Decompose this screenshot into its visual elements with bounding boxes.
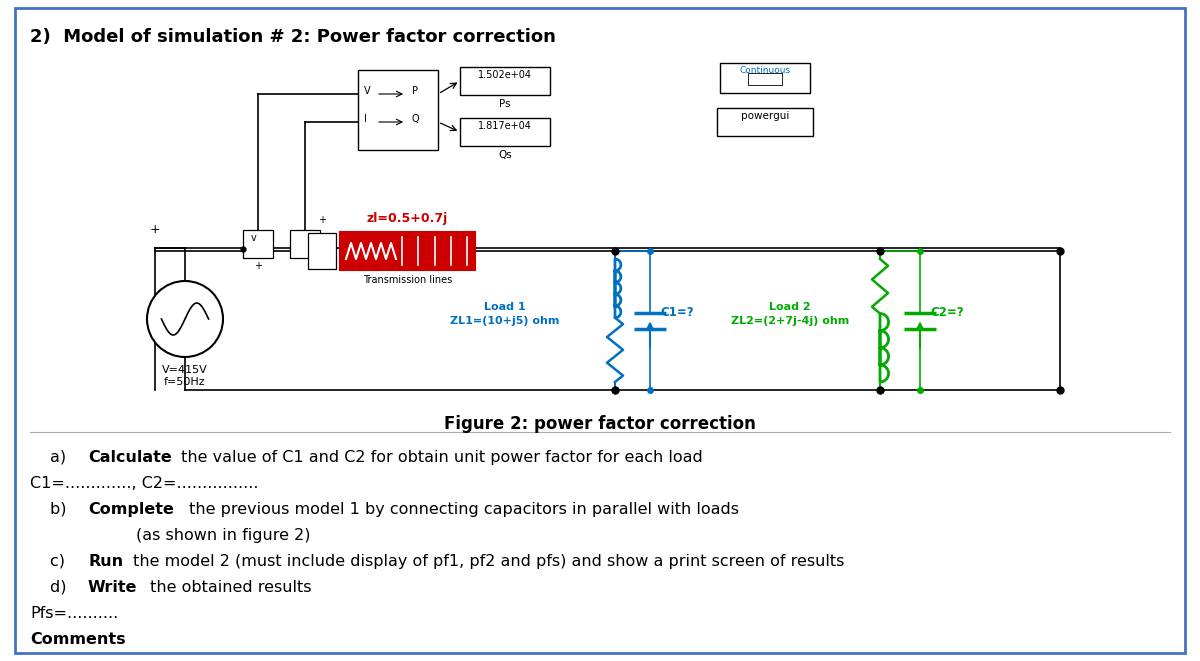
Text: C1=?: C1=? (660, 306, 694, 319)
Text: Figure 2: power factor correction: Figure 2: power factor correction (444, 415, 756, 433)
Text: V: V (364, 86, 371, 96)
Text: Qs: Qs (498, 150, 512, 160)
Text: Ps: Ps (499, 99, 511, 109)
Text: the obtained results: the obtained results (145, 580, 312, 595)
Text: +: + (150, 223, 161, 236)
Bar (720, 63, 810, 93)
Text: Continuous: Continuous (739, 66, 791, 75)
Text: a): a) (50, 450, 77, 465)
Text: Complete: Complete (88, 502, 174, 517)
Text: 1.817e+04: 1.817e+04 (478, 121, 532, 131)
Text: V=415V: V=415V (162, 365, 208, 375)
Text: (as shown in figure 2): (as shown in figure 2) (95, 528, 311, 543)
Text: Load 2: Load 2 (769, 303, 811, 313)
Text: f=50Hz: f=50Hz (164, 377, 206, 387)
Text: the previous model 1 by connecting capacitors in parallel with loads: the previous model 1 by connecting capac… (184, 502, 739, 517)
Text: 2)  Model of simulation # 2: Power factor correction: 2) Model of simulation # 2: Power factor… (30, 28, 556, 46)
Text: +: + (318, 215, 326, 225)
Bar (460, 118, 550, 146)
Text: the model 2 (must include display of pf1, pf2 and pfs) and show a print screen o: the model 2 (must include display of pf1… (128, 554, 845, 569)
Text: I: I (364, 114, 367, 124)
Text: Calculate: Calculate (88, 450, 172, 465)
Text: powergui: powergui (740, 111, 790, 121)
Bar (242, 230, 274, 258)
Text: Q: Q (412, 114, 420, 124)
Text: b): b) (50, 502, 77, 517)
Circle shape (148, 281, 223, 357)
Text: d): d) (50, 580, 77, 595)
Text: Pfs=..........: Pfs=.......... (30, 606, 119, 621)
Text: c): c) (50, 554, 76, 569)
Text: Write: Write (88, 580, 138, 595)
Text: C2=?: C2=? (930, 306, 964, 319)
Text: Transmission lines: Transmission lines (362, 275, 452, 285)
Bar (358, 70, 438, 150)
Bar (340, 232, 475, 270)
Bar (748, 73, 782, 85)
Bar (460, 67, 550, 95)
Text: 1.502e+04: 1.502e+04 (478, 70, 532, 80)
Text: v: v (251, 233, 257, 243)
Bar (718, 108, 814, 136)
Text: +: + (254, 261, 262, 271)
Text: P: P (412, 86, 418, 96)
Text: the value of C1 and C2 for obtain unit power factor for each load: the value of C1 and C2 for obtain unit p… (176, 450, 703, 465)
Text: Load 1: Load 1 (484, 303, 526, 313)
Text: Run: Run (88, 554, 124, 569)
Text: C1=............., C2=................: C1=............., C2=................ (30, 476, 258, 491)
Text: zl=0.5+0.7j: zl=0.5+0.7j (367, 212, 448, 225)
Text: ZL2=(2+7j-4j) ohm: ZL2=(2+7j-4j) ohm (731, 317, 850, 327)
Bar (308, 233, 336, 269)
Text: ZL1=(10+j5) ohm: ZL1=(10+j5) ohm (450, 317, 559, 327)
Bar (290, 230, 320, 258)
Text: Comments: Comments (30, 632, 126, 647)
